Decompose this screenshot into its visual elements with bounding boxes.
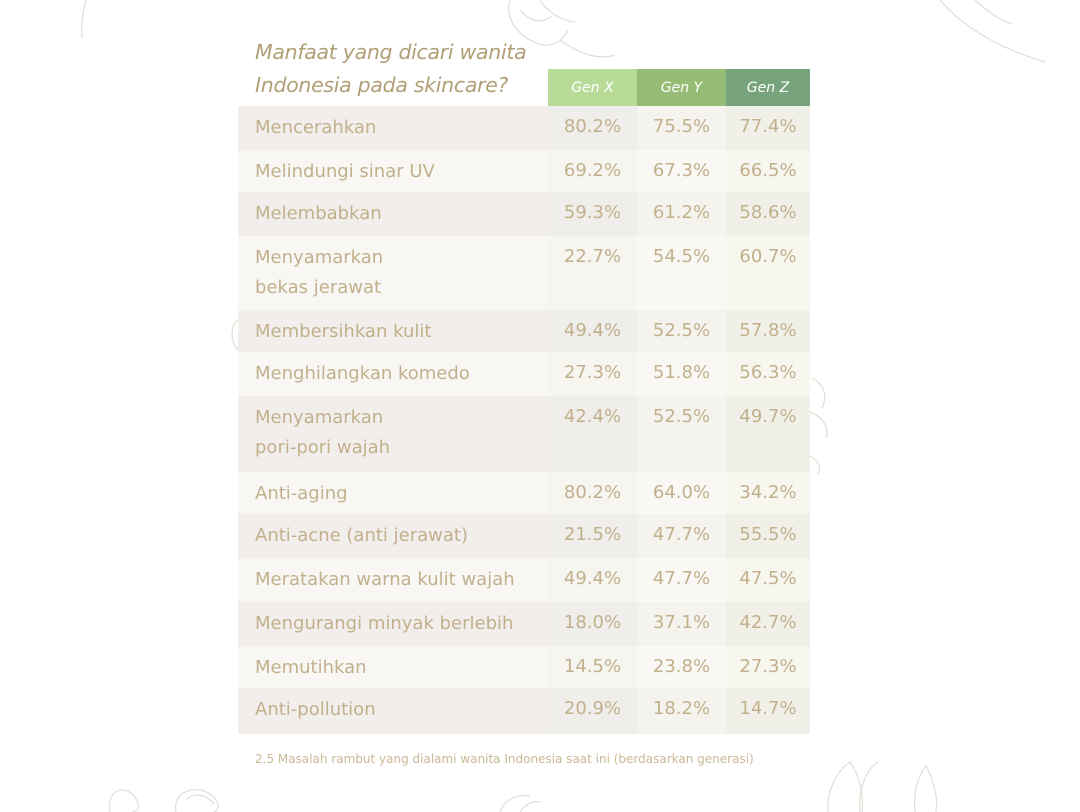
table-row: Melindungi sinar UV 69.2% 67.3% 66.5%	[238, 150, 810, 192]
row-label-line: Melembabkan	[255, 203, 382, 224]
value-cell-gen-z: 57.8%	[726, 310, 810, 352]
table-row: Membersihkan kulit 49.4% 52.5% 57.8%	[238, 310, 810, 352]
value-cell-gen-x: 49.4%	[548, 558, 637, 602]
row-label-line: Menghilangkan komedo	[255, 363, 470, 384]
header-gen-y: Gen Y	[637, 69, 726, 106]
table-row: Mengurangi minyak berlebih 18.0% 37.1% 42.7…	[238, 602, 810, 646]
value-cell-gen-x: 20.9%	[548, 688, 637, 734]
value-cell-gen-x: 21.5%	[548, 514, 637, 558]
table-row: Menyamarkan pori-pori wajah 42.4% 52.5% 49.7…	[238, 396, 810, 472]
row-label: Anti-pollution	[238, 688, 548, 734]
figure-caption: 2.5 Masalah rambut yang dialami wanita I…	[255, 752, 754, 766]
value-cell-gen-z: 27.3%	[726, 646, 810, 688]
value-cell-gen-y: 51.8%	[637, 352, 726, 396]
value-cell-gen-y: 64.0%	[637, 472, 726, 514]
table-title: Manfaat yang dicari wanita Indonesia pad…	[255, 36, 555, 102]
row-label-line: Anti-pollution	[255, 699, 376, 720]
value-cell-gen-y: 52.5%	[637, 310, 726, 352]
row-label-line: Menyamarkan	[255, 247, 384, 268]
row-label-line: Anti-aging	[255, 483, 348, 504]
row-label: Membersihkan kulit	[238, 310, 548, 352]
value-cell-gen-y: 47.7%	[637, 514, 726, 558]
value-cell-gen-z: 42.7%	[726, 602, 810, 646]
row-label: Meratakan warna kulit wajah	[238, 558, 548, 602]
row-label-line: Membersihkan kulit	[255, 321, 432, 342]
value-cell-gen-y: 61.2%	[637, 192, 726, 236]
table-row: Melembabkan 59.3% 61.2% 58.6%	[238, 192, 810, 236]
value-cell-gen-x: 18.0%	[548, 602, 637, 646]
row-label: Anti-acne (anti jerawat)	[238, 514, 548, 558]
value-cell-gen-y: 75.5%	[637, 106, 726, 150]
table-title-line-2: Indonesia pada skincare?	[255, 73, 509, 97]
value-cell-gen-y: 47.7%	[637, 558, 726, 602]
value-cell-gen-z: 66.5%	[726, 150, 810, 192]
value-cell-gen-x: 14.5%	[548, 646, 637, 688]
value-cell-gen-y: 54.5%	[637, 236, 726, 310]
header-gen-z: Gen Z	[726, 69, 810, 106]
row-label: Menyamarkan bekas jerawat	[238, 236, 548, 310]
value-cell-gen-x: 69.2%	[548, 150, 637, 192]
table-body: Mencerahkan 80.2% 75.5% 77.4% Melindungi sin…	[238, 106, 810, 734]
value-cell-gen-x: 59.3%	[548, 192, 637, 236]
table-row: Anti-acne (anti jerawat) 21.5% 47.7% 55.5%	[238, 514, 810, 558]
value-cell-gen-y: 67.3%	[637, 150, 726, 192]
table-row: Menghilangkan komedo 27.3% 51.8% 56.3%	[238, 352, 810, 396]
table-row: Meratakan warna kulit wajah 49.4% 47.7% 47.…	[238, 558, 810, 602]
row-label-line: Melindungi sinar UV	[255, 161, 435, 182]
value-cell-gen-x: 80.2%	[548, 472, 637, 514]
value-cell-gen-y: 18.2%	[637, 688, 726, 734]
table-row: Memutihkan 14.5% 23.8% 27.3%	[238, 646, 810, 688]
table-row: Menyamarkan bekas jerawat 22.7% 54.5% 60.7%	[238, 236, 810, 310]
value-cell-gen-z: 14.7%	[726, 688, 810, 734]
value-cell-gen-y: 52.5%	[637, 396, 726, 472]
row-label-line: Menyamarkan	[255, 407, 384, 428]
row-label-line: Mengurangi minyak berlebih	[255, 613, 514, 634]
row-label-line: Anti-acne (anti jerawat)	[255, 525, 468, 546]
row-label-line: bekas jerawat	[255, 277, 382, 298]
header-row: Gen X Gen Y Gen Z	[238, 69, 810, 106]
header-blank-cell	[238, 69, 548, 106]
row-label-line: Memutihkan	[255, 657, 367, 678]
row-label: Mencerahkan	[238, 106, 548, 150]
table-row: Mencerahkan 80.2% 75.5% 77.4%	[238, 106, 810, 150]
row-label-line: Meratakan warna kulit wajah	[255, 569, 515, 590]
table-row: Anti-aging 80.2% 64.0% 34.2%	[238, 472, 810, 514]
value-cell-gen-z: 77.4%	[726, 106, 810, 150]
value-cell-gen-z: 49.7%	[726, 396, 810, 472]
table-row: Anti-pollution 20.9% 18.2% 14.7%	[238, 688, 810, 734]
value-cell-gen-x: 80.2%	[548, 106, 637, 150]
row-label: Mengurangi minyak berlebih	[238, 602, 548, 646]
value-cell-gen-x: 42.4%	[548, 396, 637, 472]
value-cell-gen-z: 56.3%	[726, 352, 810, 396]
value-cell-gen-y: 37.1%	[637, 602, 726, 646]
value-cell-gen-z: 55.5%	[726, 514, 810, 558]
value-cell-gen-x: 49.4%	[548, 310, 637, 352]
value-cell-gen-z: 58.6%	[726, 192, 810, 236]
row-label: Melembabkan	[238, 192, 548, 236]
row-label: Menyamarkan pori-pori wajah	[238, 396, 548, 472]
value-cell-gen-x: 22.7%	[548, 236, 637, 310]
value-cell-gen-z: 34.2%	[726, 472, 810, 514]
row-label: Anti-aging	[238, 472, 548, 514]
row-label-line: Mencerahkan	[255, 117, 377, 138]
table-title-line-1: Manfaat yang dicari wanita	[255, 40, 527, 64]
row-label: Melindungi sinar UV	[238, 150, 548, 192]
header-gen-x: Gen X	[548, 69, 637, 106]
row-label-line: pori-pori wajah	[255, 437, 391, 458]
value-cell-gen-z: 60.7%	[726, 236, 810, 310]
row-label: Menghilangkan komedo	[238, 352, 548, 396]
value-cell-gen-y: 23.8%	[637, 646, 726, 688]
value-cell-gen-x: 27.3%	[548, 352, 637, 396]
skincare-benefits-table: Gen X Gen Y Gen Z Mencerahkan 80.2% 75.5% 7…	[238, 69, 810, 734]
row-label: Memutihkan	[238, 646, 548, 688]
value-cell-gen-z: 47.5%	[726, 558, 810, 602]
